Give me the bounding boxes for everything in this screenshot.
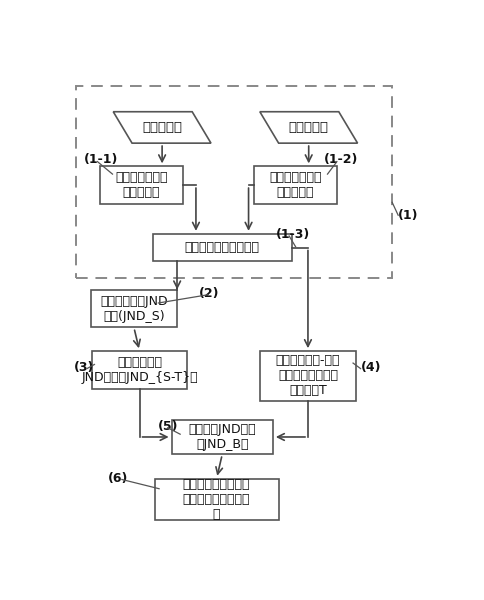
FancyBboxPatch shape [171, 419, 272, 454]
FancyBboxPatch shape [100, 166, 182, 204]
FancyBboxPatch shape [91, 351, 187, 389]
Text: 左视点视频: 左视点视频 [142, 121, 182, 134]
Text: 右视点视频: 右视点视频 [288, 121, 328, 134]
FancyBboxPatch shape [254, 166, 336, 204]
Text: 建立立体视频
JND模型（JND_{S-T}）: 建立立体视频 JND模型（JND_{S-T}） [81, 356, 197, 384]
FancyBboxPatch shape [91, 290, 177, 328]
FancyBboxPatch shape [152, 234, 291, 262]
Text: (4): (4) [361, 361, 381, 374]
Text: 建立基于空间-时间
对比灵敏度函数的
可视阈值T: 建立基于空间-时间 对比灵敏度函数的 可视阈值T [275, 355, 339, 397]
Text: (1-1): (1-1) [84, 153, 118, 166]
Text: 建立双目JND模型
（JND_B）: 建立双目JND模型 （JND_B） [188, 423, 256, 451]
Polygon shape [259, 112, 357, 143]
Text: (2): (2) [198, 287, 219, 300]
Text: 建立立体图像JND
模型(JND_S): 建立立体图像JND 模型(JND_S) [100, 295, 167, 323]
FancyBboxPatch shape [154, 479, 278, 520]
Text: (1-2): (1-2) [323, 153, 357, 166]
Text: (1): (1) [397, 209, 418, 222]
FancyBboxPatch shape [259, 351, 355, 401]
Polygon shape [113, 112, 211, 143]
Text: (1-3): (1-3) [275, 228, 309, 241]
Text: 以双目感知峰值信噪
比对立体视频质量评
价: 以双目感知峰值信噪 比对立体视频质量评 价 [182, 478, 250, 521]
Text: (6): (6) [107, 472, 128, 485]
Text: (3): (3) [74, 361, 94, 374]
Text: 计算左视点视频
的像素亮度: 计算左视点视频 的像素亮度 [115, 171, 167, 199]
Text: 双目立体亮度关系模型: 双目立体亮度关系模型 [184, 241, 259, 254]
Text: (5): (5) [157, 421, 178, 433]
Text: 计算右视点视频
的像素亮度: 计算右视点视频 的像素亮度 [269, 171, 321, 199]
